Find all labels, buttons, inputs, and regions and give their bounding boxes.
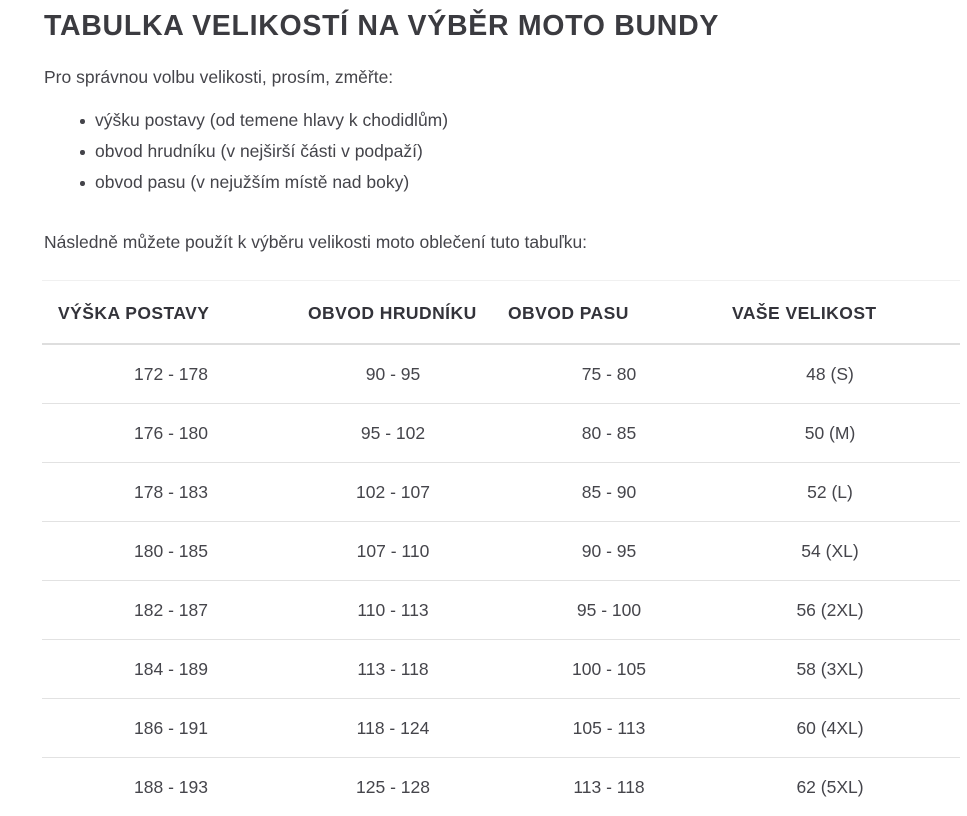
column-header-chest: OBVOD HRUDNÍKU (300, 281, 508, 345)
intro-lead-text: Pro správnou volbu velikosti, prosím, zm… (0, 43, 967, 89)
cell-waist: 105 - 113 (508, 699, 728, 758)
cell-waist: 80 - 85 (508, 404, 728, 463)
intro-after-list-text: Následně můžete použít k výběru velikost… (0, 198, 967, 254)
cell-size: 48 (S) (728, 344, 960, 404)
column-header-waist: OBVOD PASU (508, 281, 728, 345)
cell-height: 188 - 193 (42, 758, 300, 816)
cell-size: 52 (L) (728, 463, 960, 522)
table-row: 186 - 191 118 - 124 105 - 113 60 (4XL) (42, 699, 960, 758)
table-header-row: VÝŠKA POSTAVY OBVOD HRUDNÍKU OBVOD PASU … (42, 281, 960, 345)
list-item: výšku postavy (od temene hlavy k chodidl… (0, 105, 967, 136)
cell-chest: 95 - 102 (300, 404, 508, 463)
cell-chest: 113 - 118 (300, 640, 508, 699)
size-table: VÝŠKA POSTAVY OBVOD HRUDNÍKU OBVOD PASU … (42, 280, 960, 816)
cell-size: 62 (5XL) (728, 758, 960, 816)
table-row: 184 - 189 113 - 118 100 - 105 58 (3XL) (42, 640, 960, 699)
list-item: obvod pasu (v nejužším místě nad boky) (0, 167, 967, 198)
table-row: 172 - 178 90 - 95 75 - 80 48 (S) (42, 344, 960, 404)
cell-size: 58 (3XL) (728, 640, 960, 699)
cell-chest: 107 - 110 (300, 522, 508, 581)
cell-waist: 100 - 105 (508, 640, 728, 699)
cell-waist: 75 - 80 (508, 344, 728, 404)
cell-chest: 110 - 113 (300, 581, 508, 640)
cell-waist: 113 - 118 (508, 758, 728, 816)
cell-chest: 90 - 95 (300, 344, 508, 404)
cell-chest: 125 - 128 (300, 758, 508, 816)
cell-size: 54 (XL) (728, 522, 960, 581)
cell-height: 186 - 191 (42, 699, 300, 758)
cell-height: 176 - 180 (42, 404, 300, 463)
cell-waist: 90 - 95 (508, 522, 728, 581)
table-row: 182 - 187 110 - 113 95 - 100 56 (2XL) (42, 581, 960, 640)
cell-waist: 95 - 100 (508, 581, 728, 640)
list-item: obvod hrudníku (v nejširší části v podpa… (0, 136, 967, 167)
table-row: 178 - 183 102 - 107 85 - 90 52 (L) (42, 463, 960, 522)
table-row: 188 - 193 125 - 128 113 - 118 62 (5XL) (42, 758, 960, 816)
size-table-container: VÝŠKA POSTAVY OBVOD HRUDNÍKU OBVOD PASU … (0, 254, 967, 816)
column-header-size: VAŠE VELIKOST (728, 281, 960, 345)
cell-height: 184 - 189 (42, 640, 300, 699)
cell-size: 50 (M) (728, 404, 960, 463)
cell-chest: 118 - 124 (300, 699, 508, 758)
cell-height: 182 - 187 (42, 581, 300, 640)
cell-height: 172 - 178 (42, 344, 300, 404)
cell-height: 180 - 185 (42, 522, 300, 581)
cell-chest: 102 - 107 (300, 463, 508, 522)
cell-waist: 85 - 90 (508, 463, 728, 522)
table-body: 172 - 178 90 - 95 75 - 80 48 (S) 176 - 1… (42, 344, 960, 816)
cell-size: 60 (4XL) (728, 699, 960, 758)
table-header: VÝŠKA POSTAVY OBVOD HRUDNÍKU OBVOD PASU … (42, 281, 960, 345)
table-row: 176 - 180 95 - 102 80 - 85 50 (M) (42, 404, 960, 463)
measurement-list: výšku postavy (od temene hlavy k chodidl… (0, 89, 967, 198)
cell-size: 56 (2XL) (728, 581, 960, 640)
page-title: TABULKA VELIKOSTÍ NA VÝBĚR MOTO BUNDY (0, 0, 967, 43)
column-header-height: VÝŠKA POSTAVY (42, 281, 300, 345)
cell-height: 178 - 183 (42, 463, 300, 522)
table-row: 180 - 185 107 - 110 90 - 95 54 (XL) (42, 522, 960, 581)
